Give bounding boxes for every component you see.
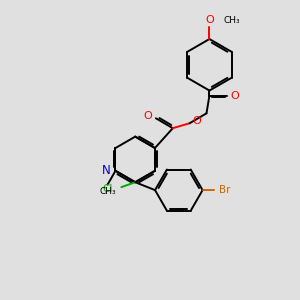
Text: O: O: [144, 111, 152, 121]
Text: N: N: [102, 164, 110, 177]
Text: O: O: [205, 15, 214, 25]
Text: O: O: [192, 116, 201, 126]
Text: O: O: [231, 91, 240, 100]
Text: CH₃: CH₃: [223, 16, 240, 25]
Text: Cl: Cl: [102, 184, 112, 194]
Text: CH₃: CH₃: [99, 187, 116, 196]
Text: Br: Br: [219, 185, 230, 195]
